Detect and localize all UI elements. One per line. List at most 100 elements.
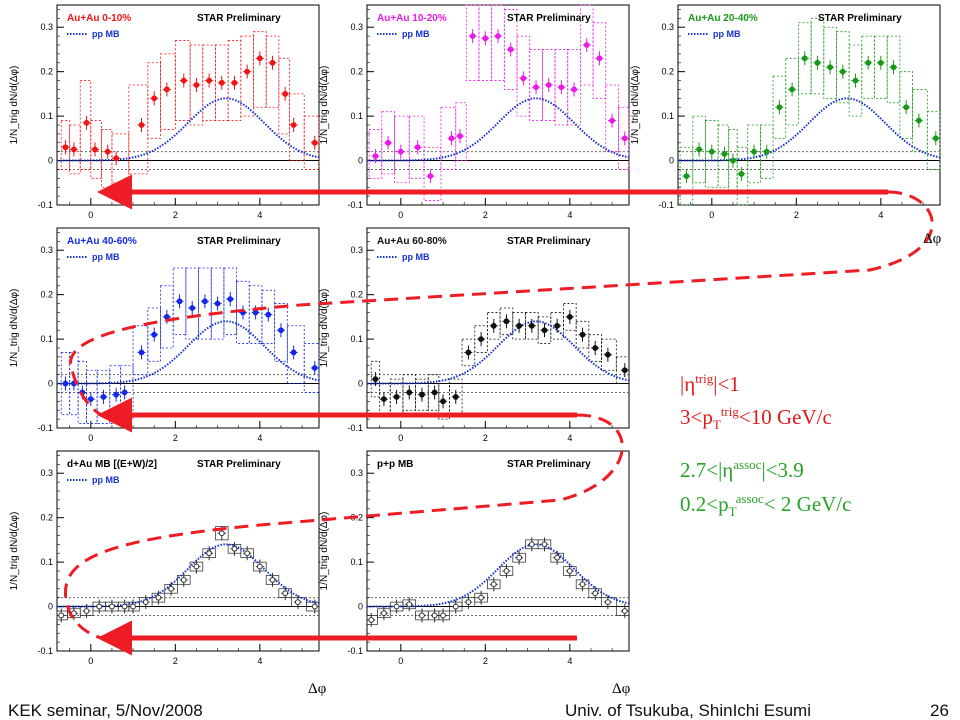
footer-left: KEK seminar, 5/Nov/2008	[8, 701, 203, 720]
data-point	[427, 173, 434, 180]
syst-band-box	[615, 606, 630, 616]
syst-band-box	[77, 360, 87, 424]
panel-title: Au+Au 60-80%	[377, 236, 447, 247]
x-tick-label: 4	[257, 433, 262, 443]
syst-band-box	[563, 303, 577, 331]
x-tick-label: 2	[173, 656, 178, 666]
syst-band-box	[899, 71, 913, 139]
syst-band-box	[499, 307, 514, 336]
data-point	[231, 79, 238, 86]
data-point	[490, 322, 497, 329]
syst-band-box	[248, 285, 263, 344]
data-point	[180, 77, 187, 84]
data-point	[419, 612, 425, 619]
data-point	[282, 90, 289, 97]
chart-panel-5: -0.1 0 0.1 0.2 0.3 0 2 4 1/N_trig dN/d(Δφ) Au+Au …	[319, 227, 630, 443]
syst-band-box	[512, 312, 526, 340]
data-point	[516, 322, 523, 329]
data-point	[311, 139, 318, 146]
syst-band-box	[427, 374, 440, 411]
syst-band-box	[874, 35, 888, 99]
chart-panel-4: -0.1 0 0.1 0.2 0.3 0 2 4 1/N_trig dN/d(Δφ) Au+Au …	[9, 227, 320, 443]
data-point	[528, 322, 535, 329]
syst-band-box	[160, 53, 176, 130]
y-tick-label: 0.1	[40, 111, 53, 121]
data-point	[269, 576, 276, 583]
panel-title: Au+Au 10-20%	[377, 13, 447, 24]
syst-band-box	[69, 124, 81, 175]
x-tick-label: 2	[173, 433, 178, 443]
data-point	[278, 327, 284, 334]
syst-band-box	[717, 124, 730, 188]
chart-panel-6: -0.1 0 0.1 0.2 0.3 0 2 4 1/N_trig dN/d(Δφ) d+Au M…	[9, 450, 320, 666]
syst-band-box	[747, 124, 761, 184]
panel-title: d+Au MB [(E+W)/2]	[67, 459, 157, 470]
syst-band-box	[461, 338, 476, 367]
legend-label: pp MB	[92, 475, 120, 485]
data-point	[414, 144, 421, 151]
data-point	[62, 144, 69, 151]
data-point	[393, 603, 400, 610]
x-tick-label: 0	[398, 210, 403, 220]
data-point	[738, 170, 745, 177]
data-point	[138, 349, 145, 356]
syst-band-box	[160, 285, 174, 349]
legend-label: pp MB	[402, 29, 430, 39]
legend-label: pp MB	[92, 29, 120, 39]
data-point	[121, 603, 128, 610]
data-point	[516, 554, 523, 561]
y-tick-label: 0	[669, 156, 674, 166]
syst-band-box	[886, 35, 901, 104]
data-point	[533, 84, 539, 91]
syst-band-box	[861, 35, 875, 99]
y-tick-label: 0.2	[40, 513, 53, 523]
panel-title: Au+Au 20-40%	[688, 13, 758, 24]
data-point	[227, 296, 234, 303]
syst-band-box	[172, 267, 187, 336]
data-point	[252, 309, 259, 316]
data-point	[683, 173, 690, 180]
x-tick-label: 0	[88, 433, 93, 443]
syst-band-box	[474, 325, 488, 353]
chart-panel-7: -0.100.10.20.30 2 41/N_trig dN/d(Δφ)p+p MB…	[319, 450, 630, 666]
syst-band-box	[580, 4, 594, 86]
data-point	[721, 150, 728, 157]
data-point	[865, 59, 872, 66]
data-point	[932, 135, 939, 142]
syst-band-box	[438, 610, 450, 621]
reference-curve	[678, 97, 941, 162]
syst-band-box	[926, 111, 941, 170]
y-axis-title: 1/N_trig dN/d(Δφ)	[630, 66, 641, 145]
dashed-connector-2	[63, 413, 624, 640]
data-point	[109, 603, 115, 610]
data-point	[448, 135, 455, 142]
x-tick-label: 4	[567, 210, 572, 220]
data-point	[814, 59, 821, 66]
data-point	[592, 345, 599, 351]
data-point	[100, 393, 107, 400]
y-axis-title: 1/N_trig dN/d(Δφ)	[9, 66, 20, 145]
data-point	[478, 336, 484, 343]
data-point	[206, 550, 213, 557]
syst-band-box	[381, 111, 395, 175]
syst-band-box	[379, 383, 391, 416]
syst-band-box	[728, 129, 738, 193]
panel-title: p+p MB	[377, 459, 413, 470]
y-tick-label: 0	[48, 379, 53, 389]
syst-band-box	[147, 307, 161, 362]
y-tick-label: 0	[48, 602, 53, 612]
y-tick-label: 0.1	[40, 334, 53, 344]
data-point	[83, 608, 90, 614]
data-point	[621, 135, 628, 142]
data-point	[419, 391, 425, 398]
data-point	[490, 581, 497, 588]
data-point	[87, 396, 94, 403]
data-point	[751, 148, 757, 155]
x-tick-label: 2	[173, 210, 178, 220]
data-point	[621, 367, 628, 374]
chart-panel-2: -0.1 0 0.1 0.2 0.3 0 2 4 1/N_trig dN/d(Δφ) Au+Au …	[319, 4, 630, 220]
data-point	[290, 122, 297, 128]
syst-band-box	[366, 615, 378, 625]
data-point	[495, 33, 501, 40]
reference-curve	[367, 97, 630, 162]
